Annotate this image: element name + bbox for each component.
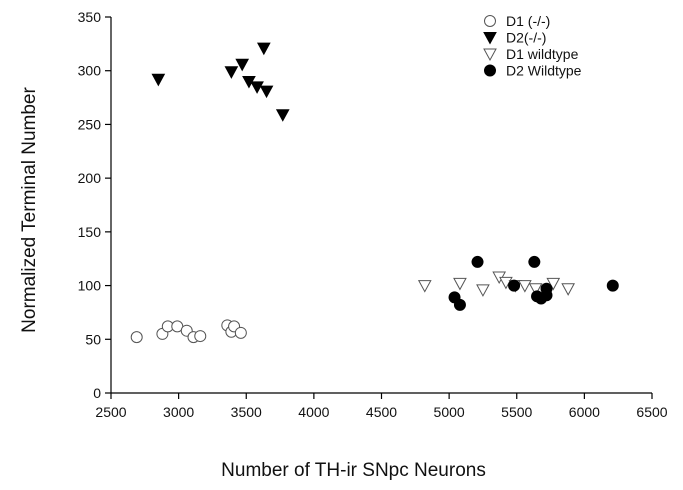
series-3 — [448, 255, 619, 311]
legend-marker — [484, 64, 496, 77]
x-tick-label: 4500 — [366, 404, 397, 420]
data-point — [546, 277, 561, 291]
y-axis-title: Normalized Terminal Number — [19, 86, 40, 332]
y-tick-label: 150 — [78, 224, 102, 240]
data-point — [606, 279, 619, 292]
data-point — [194, 330, 207, 343]
data-point — [453, 298, 466, 311]
legend-marker — [483, 32, 497, 45]
data-point — [151, 73, 166, 87]
data-point — [250, 81, 264, 94]
x-tick-label: 3500 — [231, 404, 262, 420]
data-point — [528, 255, 541, 268]
legend-marker — [483, 48, 497, 62]
data-point — [453, 277, 467, 291]
data-point — [259, 85, 274, 99]
x-tick-label: 2500 — [95, 404, 126, 420]
data-point — [234, 326, 247, 339]
data-point — [540, 282, 553, 295]
data-point — [476, 284, 490, 297]
y-tick-label: 300 — [78, 63, 102, 79]
x-axis-title: Number of TH-ir SNpc Neurons — [221, 460, 486, 481]
data-point — [528, 283, 543, 296]
data-point — [508, 279, 521, 292]
x-tick-label: 5000 — [434, 404, 465, 420]
y-tick-label: 50 — [85, 331, 101, 347]
y-tick-label: 200 — [78, 170, 102, 186]
data-point — [275, 109, 290, 122]
x-tick-label: 6000 — [569, 404, 600, 420]
series-0 — [130, 319, 247, 344]
x-tick-label: 6500 — [636, 404, 667, 420]
data-point — [561, 283, 575, 296]
legend-label: D2 Wildtype — [506, 63, 582, 79]
data-point — [256, 42, 271, 56]
legend-marker — [484, 15, 496, 27]
x-tick-label: 3000 — [163, 404, 194, 420]
x-tick-label: 4000 — [298, 404, 329, 420]
y-tick-label: 350 — [78, 9, 102, 25]
legend-label: D2(-/-) — [506, 30, 546, 46]
y-tick-label: 0 — [93, 385, 101, 401]
data-point — [518, 280, 532, 293]
data-point — [417, 280, 432, 293]
legend-label: D1 (-/-) — [506, 13, 550, 29]
data-point — [130, 331, 143, 344]
y-tick-label: 250 — [78, 116, 102, 132]
series-1 — [151, 42, 290, 122]
data-point — [224, 66, 239, 79]
data-point — [235, 58, 250, 72]
legend-label: D1 wildtype — [506, 46, 579, 62]
x-tick-label: 5500 — [501, 404, 532, 420]
y-tick-label: 100 — [78, 278, 102, 294]
data-point — [471, 255, 484, 268]
